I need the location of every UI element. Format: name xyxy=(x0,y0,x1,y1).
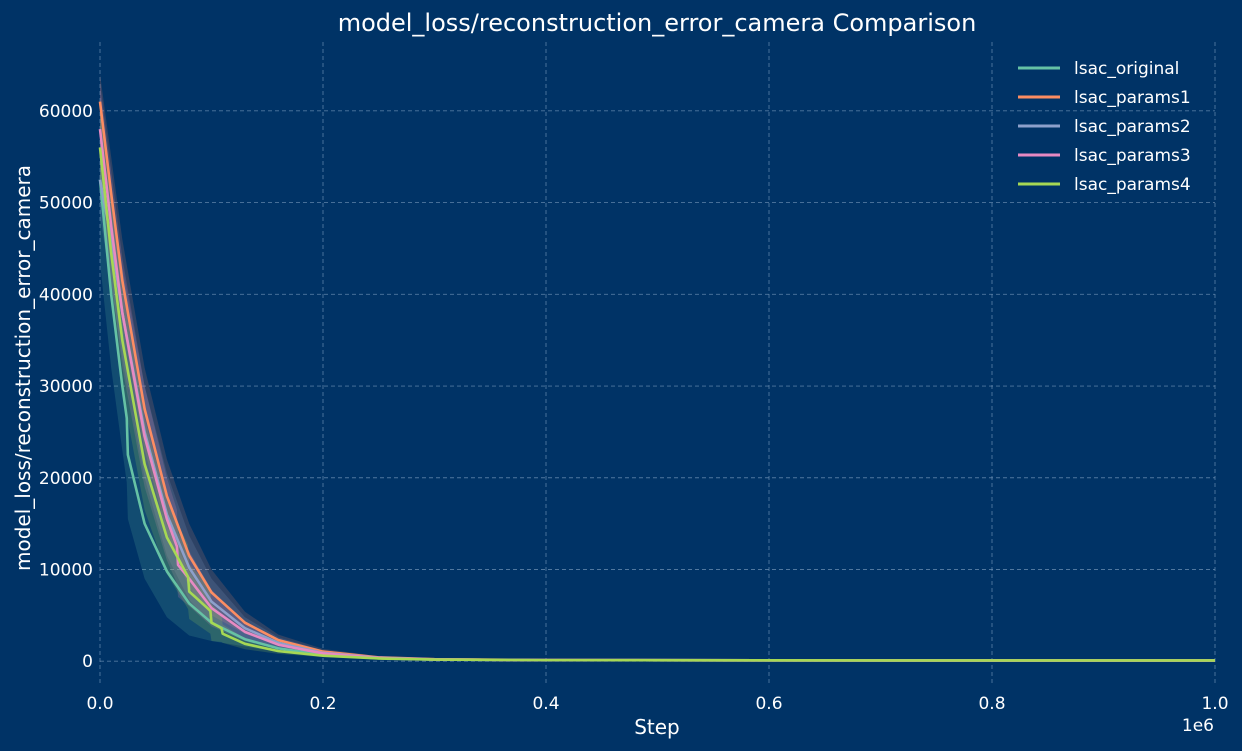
y-tick-label: 50000 xyxy=(39,194,93,214)
x-tick-label: 0.8 xyxy=(978,694,1005,714)
x-tick-label: 0.2 xyxy=(309,694,336,714)
y-axis-ticks: 0 10000 20000 30000 40000 50000 60000 xyxy=(39,102,93,672)
x-axis-ticks: 0.0 0.2 0.4 0.6 0.8 1.0 xyxy=(86,694,1228,714)
legend-label: lsac_params3 xyxy=(1074,146,1191,166)
y-tick-label: 20000 xyxy=(39,469,93,489)
x-tick-label: 1.0 xyxy=(1201,694,1228,714)
x-axis-label: Step xyxy=(634,715,680,739)
x-tick-label: 0.4 xyxy=(532,694,559,714)
y-tick-label: 60000 xyxy=(39,102,93,122)
legend-label: lsac_params1 xyxy=(1074,88,1191,108)
band-lsac_params4 xyxy=(100,101,1215,661)
y-tick-label: 10000 xyxy=(39,560,93,580)
line-lsac_params4 xyxy=(98,147,1216,662)
y-tick-label: 0 xyxy=(82,652,93,672)
y-tick-label: 30000 xyxy=(39,377,93,397)
x-tick-label: 0.6 xyxy=(755,694,782,714)
x-tick-label: 0.0 xyxy=(86,694,113,714)
chart-title: model_loss/reconstruction_error_camera C… xyxy=(338,9,977,37)
legend-label: lsac_params4 xyxy=(1074,175,1191,195)
grid xyxy=(99,42,1216,686)
legend-label: lsac_original xyxy=(1074,59,1179,79)
legend-label: lsac_params2 xyxy=(1074,117,1191,137)
y-tick-label: 40000 xyxy=(39,285,93,305)
legend: lsac_original lsac_params1 lsac_params2lsa… xyxy=(1018,59,1191,195)
series-lines xyxy=(98,101,1216,662)
x-axis-offset-label: 1e6 xyxy=(1182,716,1214,736)
y-axis-label: model_loss/reconstruction_error_camera xyxy=(11,165,35,571)
